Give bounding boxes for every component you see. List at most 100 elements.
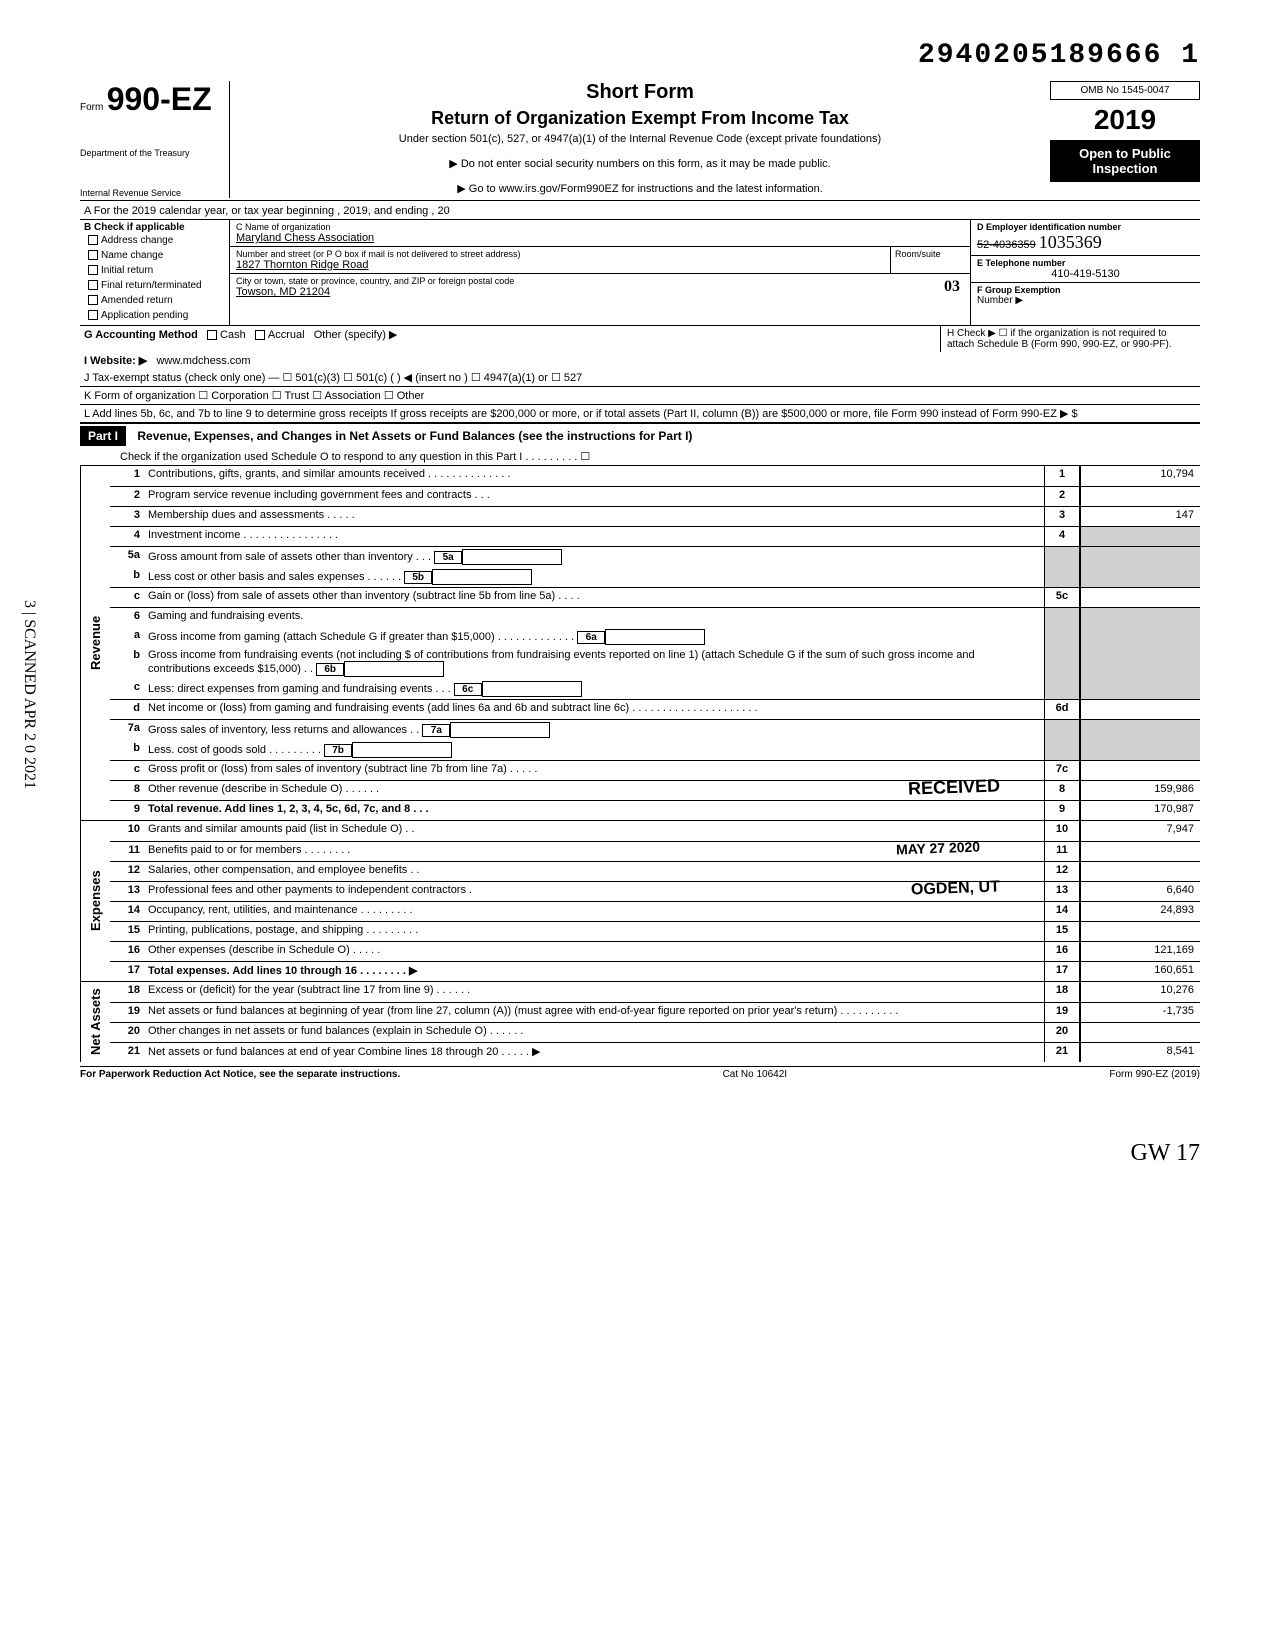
part1-title: Revenue, Expenses, and Changes in Net As…: [137, 429, 692, 443]
l20-amt: [1080, 1023, 1200, 1042]
l19-box: 19: [1044, 1003, 1080, 1022]
l20-no: 20: [110, 1023, 144, 1042]
org-name: Maryland Chess Association: [236, 232, 964, 244]
ein-label: D Employer identification number: [977, 222, 1194, 232]
footer-left: For Paperwork Reduction Act Notice, see …: [80, 1069, 400, 1080]
cb-initial: Initial return: [101, 265, 153, 276]
room-label: Room/suite: [890, 247, 970, 273]
l5a-no: 5a: [110, 547, 144, 567]
l4-amt: [1080, 527, 1200, 546]
grp-label2: Number ▶: [977, 295, 1194, 306]
l2-no: 2: [110, 487, 144, 506]
note-ssn: ▶ Do not enter social security numbers o…: [240, 157, 1040, 170]
l16-no: 16: [110, 942, 144, 961]
l21-no: 21: [110, 1043, 144, 1062]
l19-amt: -1,735: [1080, 1003, 1200, 1022]
l20-box: 20: [1044, 1023, 1080, 1042]
g-cash: Cash: [220, 329, 246, 341]
l1-no: 1: [110, 466, 144, 486]
l5b-no: b: [110, 567, 144, 587]
l6-no: 6: [110, 608, 144, 627]
netassets-label: Net Assets: [80, 982, 110, 1062]
l7c-no: c: [110, 761, 144, 780]
dept-treasury: Department of the Treasury: [80, 148, 221, 158]
header-info-section: B Check if applicable Address change Nam…: [80, 219, 1200, 325]
l7b-no: b: [110, 740, 144, 760]
cb-final: Final return/terminated: [101, 280, 202, 291]
l6c-ibox: 6c: [454, 683, 482, 696]
line-a: A For the 2019 calendar year, or tax yea…: [80, 203, 1200, 219]
l7c-desc: Gross profit or (loss) from sales of inv…: [144, 761, 1044, 780]
tel-label: E Telephone number: [977, 258, 1194, 268]
l17-no: 17: [110, 962, 144, 981]
l6c-no: c: [110, 679, 144, 699]
l5b-ibox: 5b: [404, 571, 432, 584]
g-accrual: Accrual: [268, 329, 305, 341]
l5a-ibox: 5a: [434, 551, 462, 564]
l17-desc: Total expenses. Add lines 10 through 16 …: [144, 962, 1044, 981]
netassets-section: Net Assets 18Excess or (deficit) for the…: [80, 981, 1200, 1062]
org-city: Towson, MD 21204: [236, 286, 964, 298]
title-sub: Under section 501(c), 527, or 4947(a)(1)…: [240, 133, 1040, 145]
l6d-no: d: [110, 700, 144, 719]
l6b-desc: Gross income from fundraising events (no…: [148, 649, 975, 675]
l6d-desc: Net income or (loss) from gaming and fun…: [144, 700, 1044, 719]
l9-amt: 170,987: [1080, 801, 1200, 820]
l5b-desc: Less cost or other basis and sales expen…: [148, 571, 401, 583]
expenses-section: Expenses 10Grants and similar amounts pa…: [80, 820, 1200, 981]
l2-box: 2: [1044, 487, 1080, 506]
l15-box: 15: [1044, 922, 1080, 941]
g-other: Other (specify) ▶: [314, 329, 398, 341]
line-h: H Check ▶ ☐ if the organization is not r…: [947, 328, 1194, 350]
l6b-ibox: 6b: [316, 663, 344, 676]
dept-irs: Internal Revenue Service: [80, 188, 221, 198]
revenue-section: Revenue 1Contributions, gifts, grants, a…: [80, 465, 1200, 820]
l7a-no: 7a: [110, 720, 144, 740]
l11-box: 11: [1044, 842, 1080, 861]
l10-desc: Grants and similar amounts paid (list in…: [144, 821, 1044, 841]
l11-no: 11: [110, 842, 144, 861]
l5c-no: c: [110, 588, 144, 607]
l5c-amt: [1080, 588, 1200, 607]
l16-desc: Other expenses (describe in Schedule O) …: [144, 942, 1044, 961]
l10-no: 10: [110, 821, 144, 841]
l10-box: 10: [1044, 821, 1080, 841]
l7b-desc: Less. cost of goods sold . . . . . . . .…: [148, 744, 321, 756]
ein-hand: 1035369: [1039, 232, 1102, 252]
city-label: City or town, state or province, country…: [236, 276, 964, 286]
l8-desc: Other revenue (describe in Schedule O) .…: [144, 781, 1044, 800]
l6a-ibox: 6a: [577, 631, 605, 644]
l3-box: 3: [1044, 507, 1080, 526]
l6-desc: Gaming and fundraising events.: [144, 608, 1044, 627]
line-g: G Accounting Method: [84, 329, 198, 341]
l13-desc: Professional fees and other payments to …: [144, 882, 1044, 901]
l6a-no: a: [110, 627, 144, 647]
footer-mid: Cat No 10642I: [723, 1069, 788, 1080]
line-i-label: I Website: ▶: [84, 355, 147, 367]
footer-right: Form 990-EZ (2019): [1109, 1069, 1200, 1080]
l14-no: 14: [110, 902, 144, 921]
l11-desc: Benefits paid to or for members . . . . …: [144, 842, 1044, 861]
l15-no: 15: [110, 922, 144, 941]
l18-no: 18: [110, 982, 144, 1002]
l18-box: 18: [1044, 982, 1080, 1002]
l19-desc: Net assets or fund balances at beginning…: [144, 1003, 1044, 1022]
l3-desc: Membership dues and assessments . . . . …: [144, 507, 1044, 526]
form-number: 990-EZ: [107, 81, 212, 117]
l6d-box: 6d: [1044, 700, 1080, 719]
l5c-desc: Gain or (loss) from sale of assets other…: [144, 588, 1044, 607]
l6d-amt: [1080, 700, 1200, 719]
l2-desc: Program service revenue including govern…: [144, 487, 1044, 506]
form-header: Form 990-EZ Department of the Treasury I…: [80, 81, 1200, 198]
l6c-desc: Less: direct expenses from gaming and fu…: [148, 683, 451, 695]
l4-box: 4: [1044, 527, 1080, 546]
revenue-label: Revenue: [80, 466, 110, 820]
line-i-value: www.mdchess.com: [156, 355, 250, 367]
title-main: Return of Organization Exempt From Incom…: [240, 108, 1040, 129]
ein-strike: 52-4036359: [977, 239, 1036, 251]
l7b-ibox: 7b: [324, 744, 352, 757]
l1-amt: 10,794: [1080, 466, 1200, 486]
tel-value: 410-419-5130: [977, 268, 1194, 280]
l8-no: 8: [110, 781, 144, 800]
l7a-ibox: 7a: [422, 724, 450, 737]
